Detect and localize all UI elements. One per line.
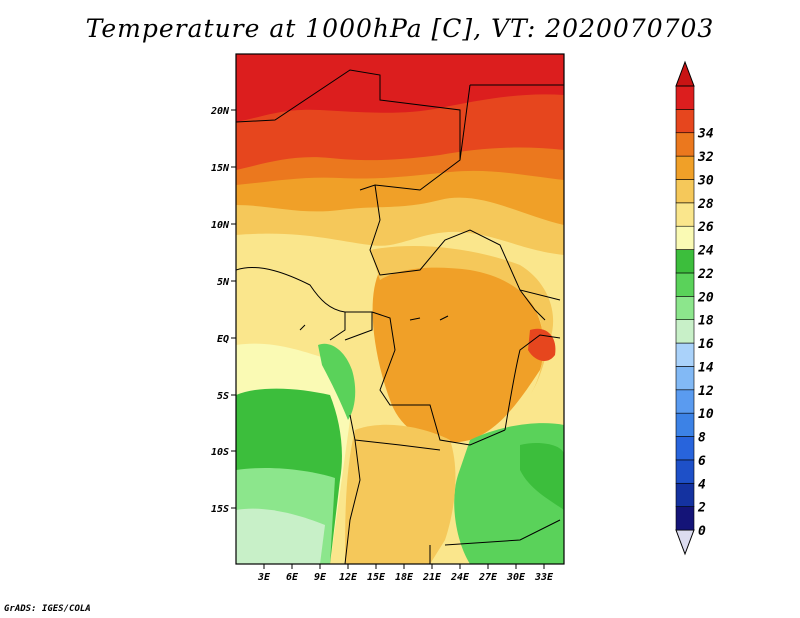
colorbar-swatch: [675, 319, 695, 344]
colorbar-swatch: [675, 412, 695, 437]
colorbar-level-label: 28: [697, 197, 714, 212]
lat-label: 20N: [210, 106, 230, 117]
colorbar-swatch: [675, 155, 695, 180]
colorbar-level-label: 34: [697, 127, 714, 142]
colorbar-level-label: 30: [697, 173, 714, 188]
basin-26-28: [370, 245, 554, 395]
colorbar-swatch: [675, 296, 695, 320]
lon-label: 21E: [422, 572, 442, 583]
colorbar-level-label: 26: [697, 220, 714, 235]
colorbar-swatch: [675, 109, 695, 134]
colorbar-upper-triangle: [675, 60, 695, 87]
colorbar-swatch: [675, 366, 695, 391]
lon-label: 18E: [395, 572, 414, 583]
lat-label: 10S: [211, 447, 229, 458]
longitude-axis: 3E 6E 9E 12E 15E 18E 21E 24E 27E 30E 33E: [257, 564, 554, 583]
band-34-plus: [236, 54, 564, 122]
colorbar-level-label: 24: [697, 244, 714, 259]
lon-label: 9E: [314, 572, 327, 583]
lat-label: 15N: [211, 163, 230, 174]
colorbar-level-label: 14: [698, 360, 714, 375]
colorbar-level-label: 12: [698, 384, 714, 399]
sw-16-18: [236, 508, 325, 564]
colorbar-level-label: 22: [697, 267, 714, 282]
lon-label: 24E: [450, 572, 470, 583]
map-frame: [235, 53, 565, 565]
gulf-green: [318, 343, 356, 420]
colorbar-level-label: 8: [698, 431, 706, 446]
lon-label: 30E: [506, 572, 526, 583]
lon-label: 27E: [478, 572, 498, 583]
colorbar-swatch: [675, 225, 695, 250]
colorbar-level-label: 16: [698, 337, 714, 352]
colorbar-level-label: 10: [698, 407, 714, 422]
lon-label: 3E: [257, 572, 271, 583]
lat-label: 5S: [217, 391, 229, 402]
lon-label: 12E: [339, 572, 358, 583]
colorbar-level-label: 32: [697, 150, 714, 165]
colorbar-swatch: [675, 85, 695, 110]
lon-label: 33E: [534, 572, 554, 583]
colorbar-swatch: [675, 506, 695, 531]
colorbar-level-label: 0: [698, 524, 706, 539]
colorbar-swatch: [675, 202, 695, 227]
colorbar-swatch: [675, 132, 695, 157]
colorbar-level-label: 20: [697, 290, 714, 305]
basin-28-30: [372, 264, 544, 443]
colorbar-level-label: 18: [698, 314, 714, 329]
colorbar-level-label: 2: [697, 501, 706, 516]
colorbar-swatch: [675, 436, 695, 461]
colorbar-lower-triangle: [675, 529, 695, 556]
latitude-axis: 20N 15N 10N 5N EQ 5S 10S 15S: [210, 106, 236, 515]
colorbar-swatch: [675, 272, 695, 297]
lon-label: 15E: [367, 572, 386, 583]
page-title: Temperature at 1000hPa [C], VT: 20200707…: [85, 14, 715, 43]
se-18-20: [520, 443, 564, 510]
lat-label: 5N: [217, 277, 230, 288]
lon-label: 6E: [286, 572, 299, 583]
temperature-field: [236, 54, 564, 564]
country-borders: [236, 69, 564, 564]
colorbar-swatch: [675, 459, 695, 484]
lat-label: EQ: [217, 334, 229, 345]
lat-label: 10N: [211, 220, 230, 231]
lat-label: 15S: [211, 504, 229, 515]
credit-text: GrADS: IGES/COLA: [4, 604, 91, 614]
colorbar-swatch: [675, 389, 695, 414]
colorbar-swatch: [675, 249, 695, 274]
colorbar-level-label: 6: [698, 454, 706, 469]
colorbar-swatch: [675, 342, 695, 367]
colorbar-swatch: [675, 482, 695, 507]
east-hot-spot: [528, 328, 556, 362]
s-interior-26-28: [345, 424, 456, 564]
colorbar-level-label: 4: [698, 477, 706, 492]
colorbar-swatch: [675, 179, 695, 204]
